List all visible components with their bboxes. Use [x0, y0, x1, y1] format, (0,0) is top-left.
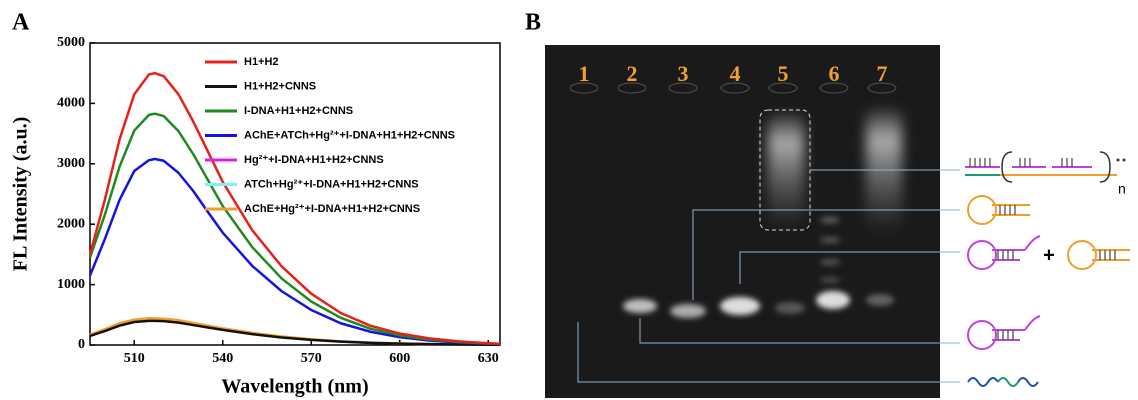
x-tick-label: 570: [301, 351, 322, 366]
legend-label: AChE+ATCh+Hg²⁺+I-DNA+H1+H2+CNNS: [244, 129, 455, 141]
gel-image: [545, 45, 940, 398]
series-line: [88, 71, 501, 346]
well: [720, 82, 750, 94]
schematic-icons: [965, 151, 1130, 387]
plot-frame: [89, 42, 501, 346]
well: [668, 82, 698, 94]
y-tick-label: 2000: [57, 216, 85, 231]
y-axis-title: FL Intensity (a.u.): [10, 117, 32, 271]
x-tick-label: 510: [124, 351, 145, 366]
legend-label: Hg²⁺+I-DNA+H1+H2+CNNS: [244, 154, 384, 166]
lane-label: 7: [877, 61, 888, 86]
legend-label: AChE+Hg²⁺+I-DNA+H1+H2+CNNS: [244, 203, 420, 215]
y-tick-label: 5000: [57, 35, 85, 50]
lane-label: 3: [678, 61, 689, 86]
x-tick-label: 540: [212, 351, 233, 366]
x-tick-label: 600: [389, 351, 410, 366]
panel-label: A: [12, 10, 30, 36]
lane-label: 2: [627, 61, 638, 86]
plus-sign: +: [1043, 244, 1055, 266]
y-tick-label: 4000: [57, 96, 85, 111]
well: [768, 82, 798, 94]
x-tick-label: 630: [478, 351, 499, 366]
well: [819, 82, 849, 94]
legend-label: ATCh+Hg²⁺+I-DNA+H1+H2+CNNS: [244, 178, 419, 190]
y-tick-label: 0: [78, 337, 85, 352]
y-tick-label: 1000: [57, 277, 85, 292]
lane-label: 4: [730, 61, 741, 86]
series-line: [88, 112, 501, 346]
x-axis-title: Wavelength (nm): [221, 376, 368, 398]
leader-lines: [577, 169, 960, 383]
series-line: [89, 319, 501, 347]
well: [867, 82, 897, 94]
lane-label: 6: [829, 61, 840, 86]
panel-label: B: [525, 10, 541, 36]
legend-label: H1+H2+CNNS: [244, 80, 316, 92]
lane-label: 5: [778, 61, 789, 86]
lane-label: 1: [579, 61, 590, 86]
legend-label: H1+H2: [244, 56, 279, 68]
well: [569, 82, 599, 94]
well: [617, 82, 647, 94]
y-tick-label: 3000: [57, 156, 85, 171]
legend-label: I-DNA+H1+H2+CNNS: [244, 105, 353, 117]
repeat-label: n: [1118, 181, 1126, 197]
